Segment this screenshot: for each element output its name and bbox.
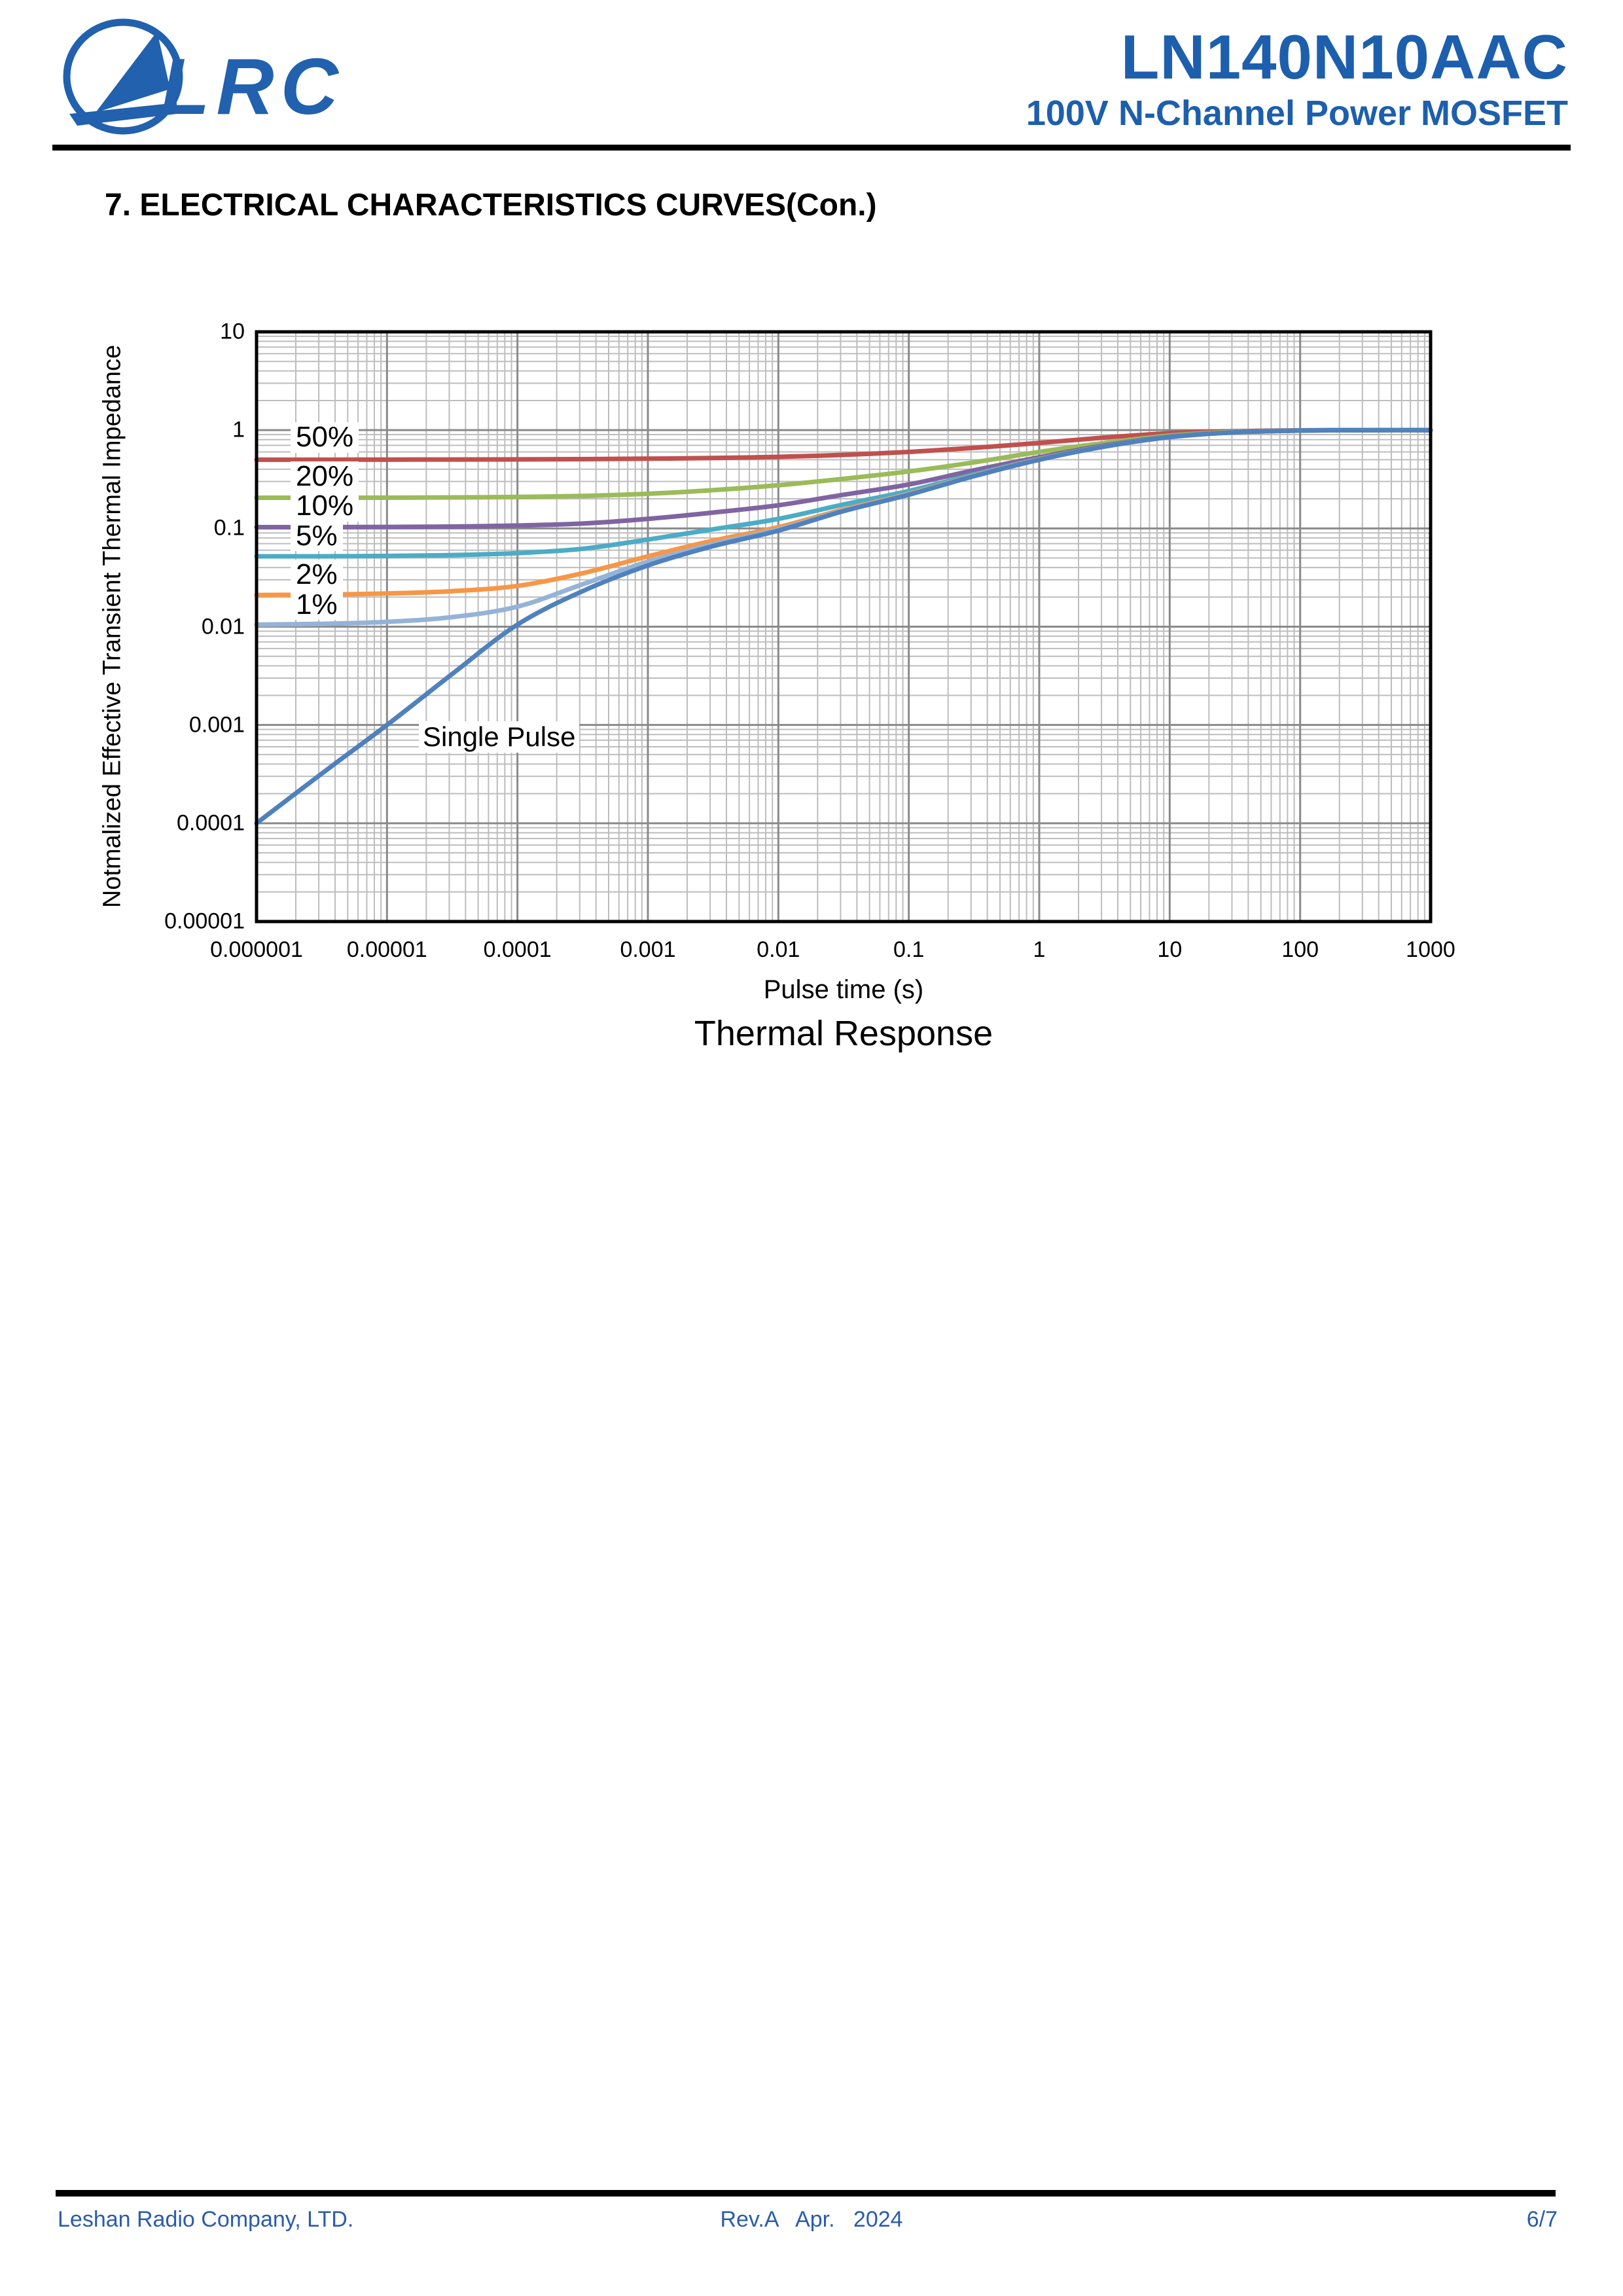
- footer-revision: Rev.A Apr. 2024: [720, 2207, 903, 2232]
- y-tick-label: 10: [220, 319, 245, 344]
- header-title-block: LN140N10AAC 100V N-Channel Power MOSFET: [1026, 26, 1568, 134]
- x-tick-label: 0.001: [620, 937, 676, 962]
- single-pulse-label: Single Pulse: [419, 721, 580, 753]
- x-tick-label: 100: [1281, 937, 1319, 962]
- lrc-logo: LRC: [58, 16, 424, 137]
- curve-label-10pct: 10%: [291, 491, 359, 522]
- header-rule: [52, 145, 1571, 151]
- svg-text:LRC: LRC: [161, 42, 345, 131]
- part-number: LN140N10AAC: [1120, 22, 1568, 92]
- y-tick-label: 0.01: [201, 614, 245, 639]
- curve-single-pulse: [254, 427, 1433, 826]
- curve-label-20pct: 20%: [291, 461, 359, 492]
- lrc-logo-mark-icon: LRC: [63, 18, 345, 135]
- footer-page-number: 6/7: [1526, 2207, 1558, 2232]
- curve-label-50pct: 50%: [291, 422, 359, 453]
- x-tick-label: 10: [1157, 937, 1183, 962]
- y-tick-label: 1: [232, 417, 245, 442]
- y-tick-label: 0.001: [188, 712, 245, 738]
- device-subtitle: 100V N-Channel Power MOSFET: [1026, 94, 1568, 133]
- x-axis-title: Pulse time (s): [763, 975, 924, 1004]
- x-tick-label: 0.1: [893, 937, 925, 962]
- x-tick-label: 1: [1033, 937, 1046, 962]
- curve-label-5pct: 5%: [291, 520, 343, 551]
- curve-label-2pct: 2%: [291, 560, 343, 590]
- x-tick-label: 0.00001: [346, 937, 427, 962]
- footer-company: Leshan Radio Company, LTD.: [58, 2207, 354, 2232]
- y-tick-label: 0.0001: [177, 810, 245, 836]
- curve-label-1pct: 1%: [291, 589, 343, 620]
- y-axis-title: Notmalized Effective Transient Thermal I…: [98, 344, 126, 908]
- footer-rule: [56, 2190, 1556, 2197]
- x-tick-label: 0.01: [757, 937, 800, 962]
- x-tick-label: 0.0001: [483, 937, 552, 962]
- x-tick-label: 0.000001: [210, 937, 303, 962]
- y-tick-label: 0.1: [213, 515, 245, 541]
- x-tick-label: 1000: [1406, 937, 1455, 962]
- section-heading: 7. ELECTRICAL CHARACTERISTICS CURVES(Con…: [105, 188, 877, 223]
- chart-title: Thermal Response: [694, 1014, 993, 1053]
- y-tick-label: 0.00001: [164, 908, 245, 934]
